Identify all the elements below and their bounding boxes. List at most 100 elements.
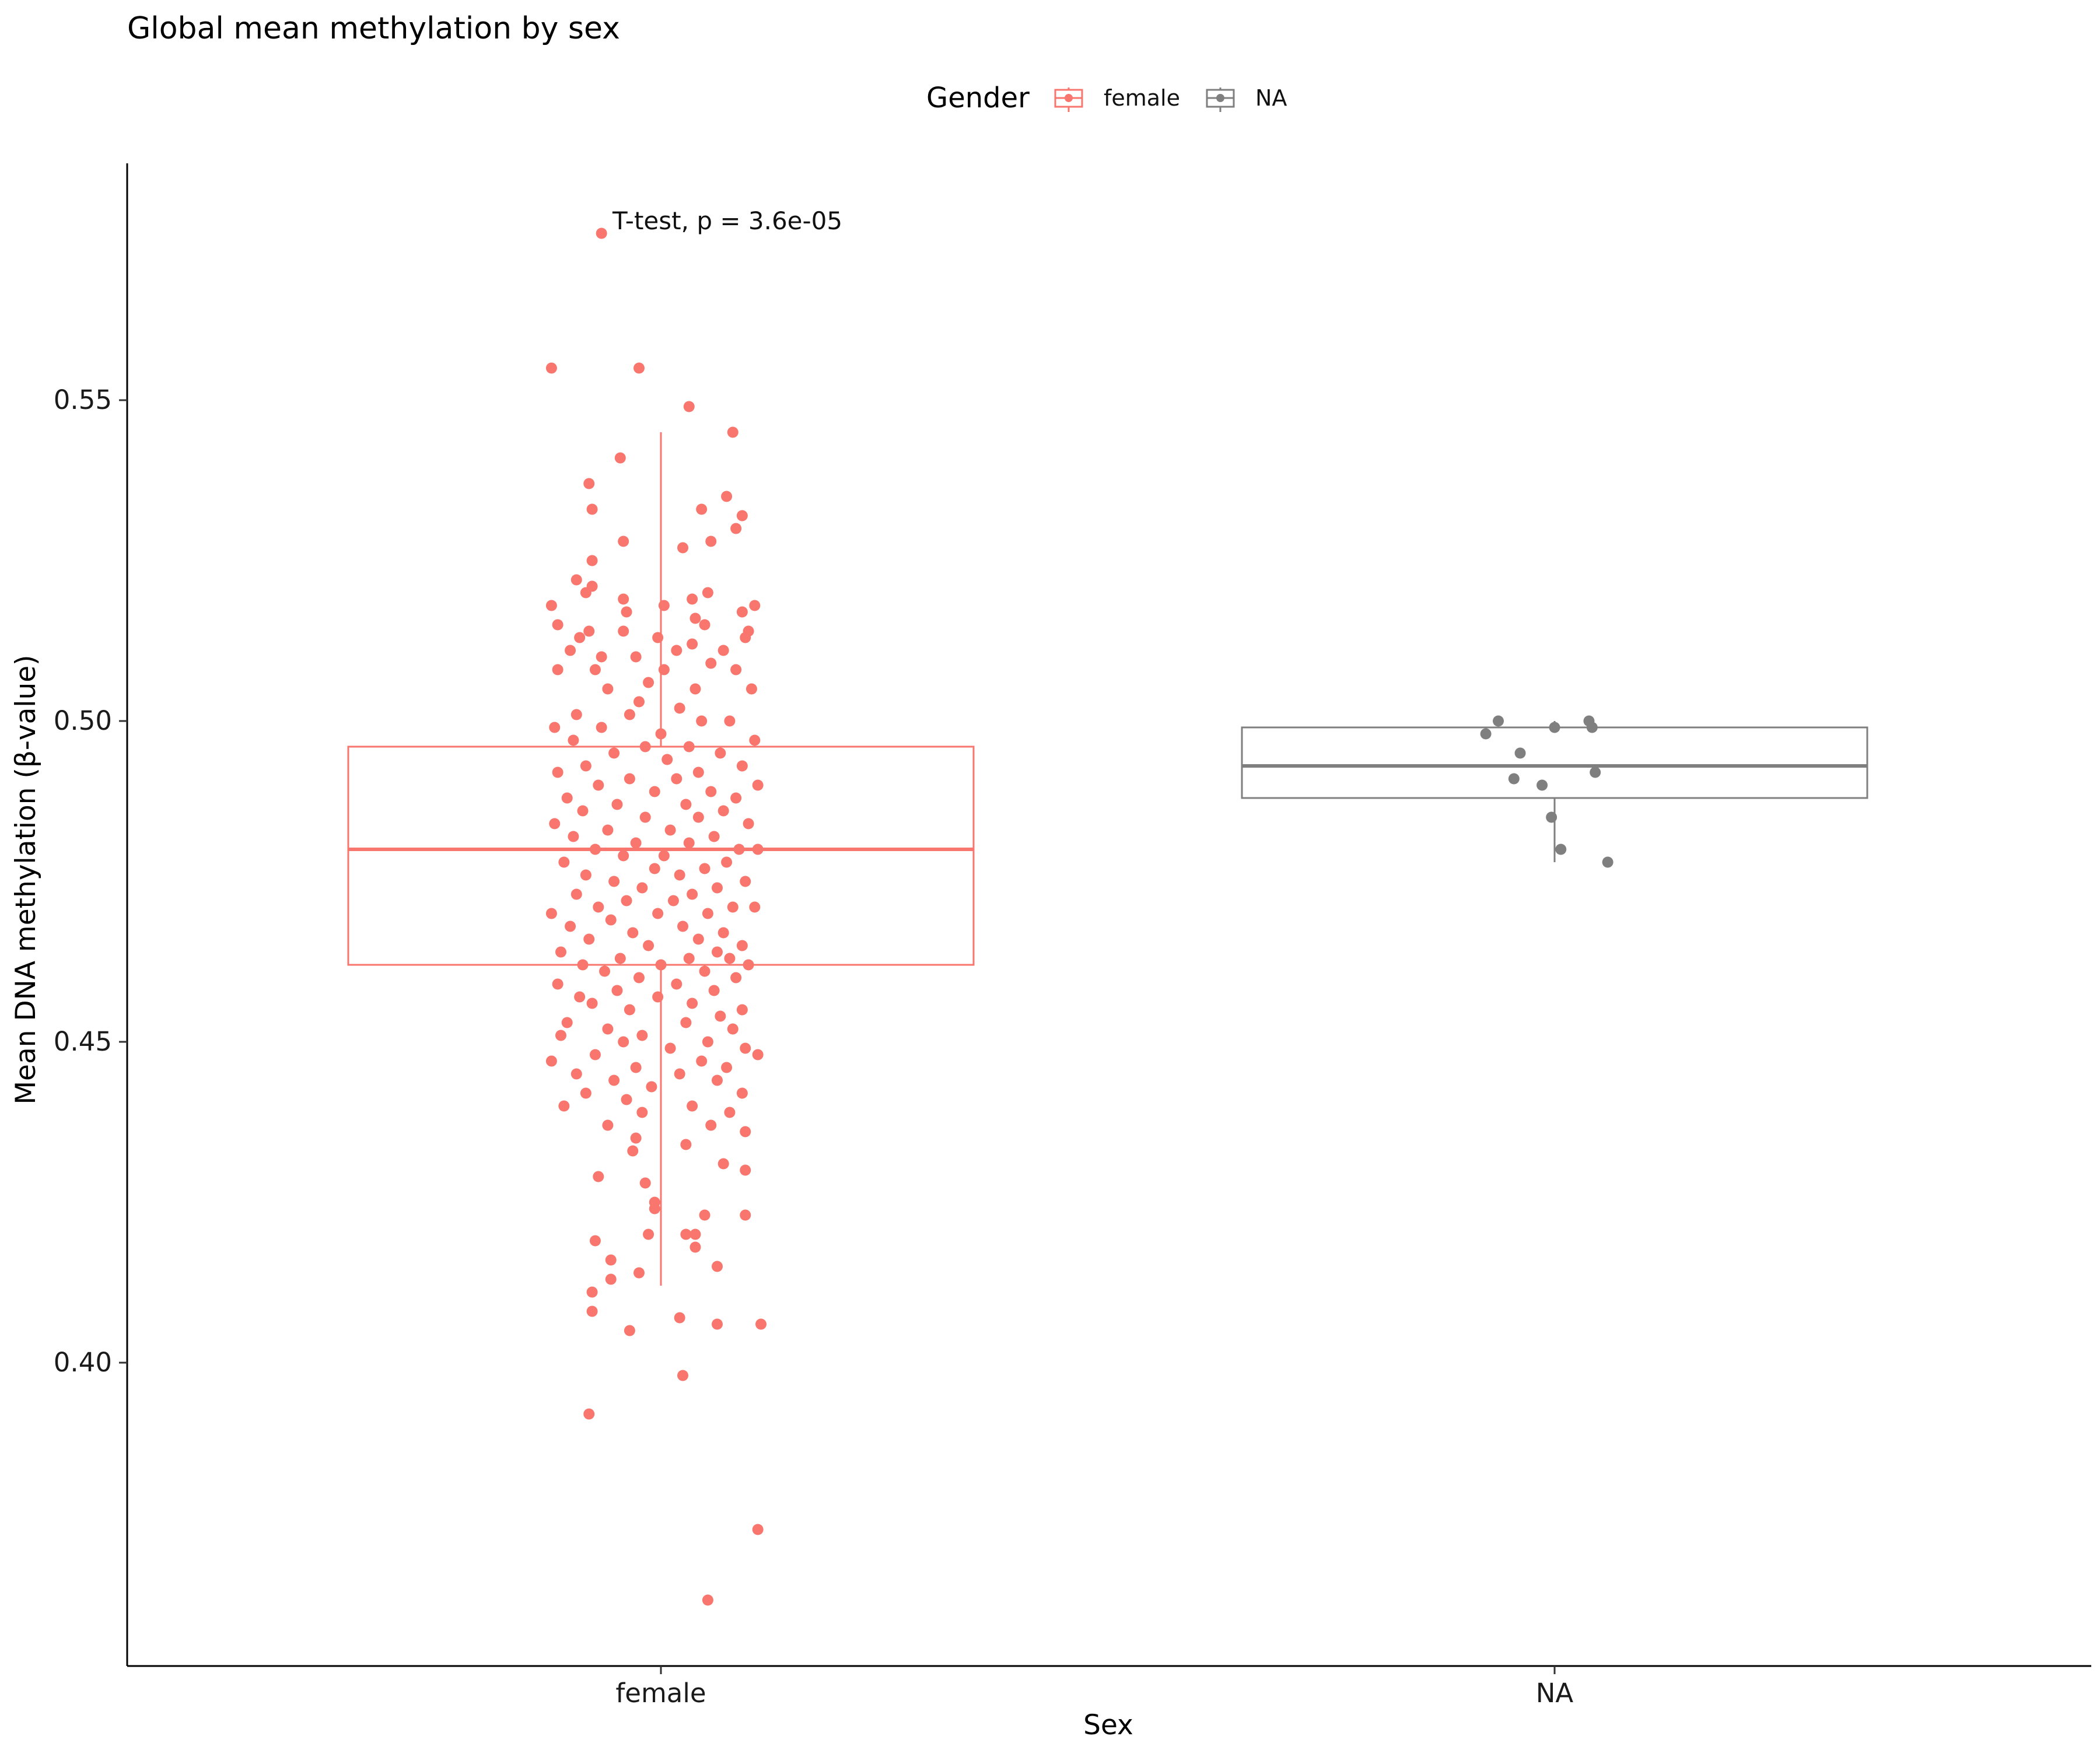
data-point bbox=[630, 837, 642, 849]
data-point bbox=[711, 946, 723, 958]
data-point bbox=[636, 882, 648, 894]
data-point bbox=[614, 953, 626, 964]
data-point bbox=[702, 1594, 713, 1606]
data-point bbox=[687, 998, 698, 1009]
data-point bbox=[705, 1119, 717, 1131]
data-point bbox=[545, 1055, 557, 1067]
data-point bbox=[730, 972, 742, 984]
data-point bbox=[624, 1325, 635, 1336]
data-point bbox=[1602, 856, 1614, 868]
data-point bbox=[633, 1267, 645, 1279]
data-point bbox=[733, 844, 745, 855]
data-point bbox=[621, 1094, 632, 1105]
boxplot-na bbox=[1241, 721, 1868, 862]
data-point bbox=[602, 1023, 614, 1035]
data-point bbox=[611, 799, 623, 810]
data-point bbox=[718, 927, 729, 939]
data-point bbox=[736, 1004, 748, 1016]
data-point bbox=[555, 1030, 566, 1041]
data-point bbox=[1536, 779, 1548, 791]
data-point bbox=[740, 1164, 751, 1176]
data-point bbox=[624, 1004, 635, 1016]
data-point bbox=[740, 1126, 751, 1138]
data-point bbox=[596, 722, 607, 733]
data-point bbox=[652, 632, 664, 643]
data-point bbox=[752, 844, 764, 855]
data-point bbox=[743, 959, 754, 971]
data-point bbox=[652, 908, 664, 919]
data-point bbox=[711, 882, 723, 894]
data-point bbox=[687, 1100, 698, 1112]
data-point bbox=[565, 645, 576, 656]
data-point bbox=[602, 1119, 614, 1131]
legend: Gender female NA bbox=[926, 82, 1287, 114]
data-point bbox=[555, 946, 566, 958]
data-point bbox=[589, 844, 601, 855]
t-test-annotation: T-test, p = 3.6e-05 bbox=[612, 206, 842, 235]
data-point bbox=[580, 587, 592, 598]
data-point bbox=[674, 702, 685, 714]
data-point bbox=[690, 1228, 701, 1240]
data-point bbox=[680, 1228, 692, 1240]
data-point bbox=[724, 715, 736, 727]
data-point bbox=[702, 587, 713, 598]
chart-title: Global mean methylation by sex bbox=[127, 11, 620, 46]
y-axis-title: Mean DNA methylation (β-value) bbox=[10, 654, 42, 1104]
data-point bbox=[655, 959, 667, 971]
data-point bbox=[677, 921, 689, 932]
data-point bbox=[630, 1062, 642, 1073]
data-point bbox=[755, 1318, 767, 1330]
data-point bbox=[674, 1068, 685, 1080]
data-point bbox=[699, 1209, 710, 1221]
data-point bbox=[674, 869, 685, 881]
data-point bbox=[746, 683, 757, 695]
data-point bbox=[664, 824, 676, 836]
data-point bbox=[705, 536, 717, 547]
data-point bbox=[570, 888, 582, 900]
data-point bbox=[655, 728, 667, 740]
data-point bbox=[561, 1017, 573, 1028]
data-point bbox=[658, 664, 670, 676]
data-point bbox=[599, 965, 611, 977]
data-point bbox=[589, 1235, 601, 1247]
data-point bbox=[740, 876, 751, 887]
y-axis-ticks: 0.40 0.45 0.50 0.55 bbox=[54, 384, 127, 1378]
data-point bbox=[633, 972, 645, 984]
data-point bbox=[727, 426, 738, 438]
data-point bbox=[667, 895, 679, 907]
x-tick-label: NA bbox=[1536, 1678, 1574, 1709]
data-point bbox=[618, 850, 629, 862]
data-point bbox=[586, 503, 598, 515]
legend-label-female: female bbox=[1104, 85, 1180, 111]
data-point bbox=[662, 754, 673, 765]
y-tick-label: 0.55 bbox=[54, 384, 112, 415]
legend-key-female bbox=[1054, 88, 1083, 112]
data-point bbox=[583, 933, 595, 945]
data-point bbox=[699, 965, 710, 977]
data-point bbox=[552, 766, 564, 778]
data-point bbox=[658, 600, 670, 611]
data-point bbox=[690, 612, 701, 624]
data-point bbox=[683, 401, 695, 412]
data-point bbox=[664, 1042, 676, 1054]
data-point bbox=[639, 811, 651, 823]
data-point bbox=[752, 779, 764, 791]
data-point bbox=[570, 709, 582, 720]
data-point bbox=[630, 1132, 642, 1144]
data-point bbox=[593, 901, 604, 913]
data-point bbox=[674, 1312, 685, 1324]
data-point bbox=[608, 747, 620, 759]
data-points bbox=[545, 228, 1614, 1606]
data-point bbox=[624, 709, 635, 720]
data-point bbox=[633, 696, 645, 708]
data-point bbox=[699, 619, 710, 631]
data-point bbox=[749, 901, 761, 913]
data-point bbox=[730, 792, 742, 804]
data-point bbox=[630, 651, 642, 663]
data-point bbox=[621, 606, 632, 618]
data-point bbox=[580, 760, 592, 772]
data-point bbox=[692, 811, 704, 823]
data-point bbox=[574, 991, 586, 1003]
data-point bbox=[727, 901, 738, 913]
data-point bbox=[580, 869, 592, 881]
